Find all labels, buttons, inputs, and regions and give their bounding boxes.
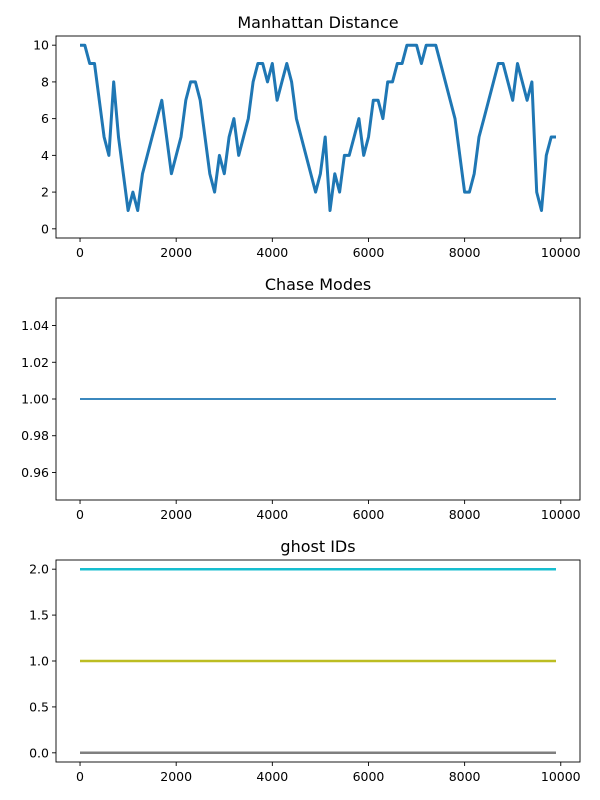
x-tick-label: 4000 <box>256 769 288 784</box>
x-tick-label: 6000 <box>353 245 385 260</box>
y-tick-label: 1.02 <box>21 355 49 370</box>
chart-title: ghost IDs <box>280 537 355 556</box>
x-tick-label: 0 <box>76 507 84 522</box>
y-tick-label: 0.98 <box>21 428 49 443</box>
y-tick-label: 6 <box>41 111 49 126</box>
subplot-chase-modes: Chase Modes 0 2000 4000 6000 8000 10000 0.96 0.… <box>21 275 581 522</box>
y-tick-label: 2 <box>41 185 49 200</box>
y-tick-label: 2.0 <box>29 562 49 577</box>
y-tick-label: 1.0 <box>29 654 49 669</box>
y-tick-label: 1.5 <box>29 608 49 623</box>
x-tick-label: 8000 <box>449 245 481 260</box>
y-tick-label: 0.96 <box>21 465 49 480</box>
x-tick-label: 8000 <box>449 507 481 522</box>
x-tick-label: 0 <box>76 245 84 260</box>
y-tick-label: 1.00 <box>21 392 49 407</box>
subplot-manhattan-distance: Manhattan Distance 0 2000 4000 6000 8000 1000… <box>33 13 581 260</box>
x-tick-label: 2000 <box>160 769 192 784</box>
x-tick-label: 2000 <box>160 507 192 522</box>
y-tick-label: 4 <box>41 148 49 163</box>
x-tick-label: 10000 <box>541 769 581 784</box>
chart-title: Chase Modes <box>265 275 371 294</box>
y-tick-label: 8 <box>41 74 49 89</box>
y-tick-label: 0.0 <box>29 745 49 760</box>
x-tick-label: 6000 <box>353 769 385 784</box>
axes-group: 0 2000 4000 6000 8000 10000 0.0 0.5 1.0 1.5 2.0 <box>29 559 581 784</box>
x-tick-label: 2000 <box>160 245 192 260</box>
y-tick-label: 10 <box>33 38 49 53</box>
subplot-ghost-ids: ghost IDs 0 2000 4000 6000 8000 10000 0.0 0.5 1.… <box>29 537 581 784</box>
y-tick-label: 1.04 <box>21 318 49 333</box>
x-tick-label: 8000 <box>449 769 481 784</box>
x-tick-label: 10000 <box>541 507 581 522</box>
y-tick-label: 0 <box>41 221 49 236</box>
axes-group: 0 2000 4000 6000 8000 10000 0 2 4 6 8 10 <box>33 35 581 260</box>
x-tick-label: 6000 <box>353 507 385 522</box>
x-tick-label: 4000 <box>256 245 288 260</box>
axes-group: 0 2000 4000 6000 8000 10000 0.96 0.98 1.00 1.02 1.… <box>21 297 581 522</box>
chart-title: Manhattan Distance <box>237 13 398 32</box>
x-tick-label: 0 <box>76 769 84 784</box>
axes-frame <box>55 35 581 239</box>
y-tick-label: 0.5 <box>29 699 49 714</box>
x-tick-label: 10000 <box>541 245 581 260</box>
x-tick-label: 4000 <box>256 507 288 522</box>
series-line <box>80 43 556 212</box>
